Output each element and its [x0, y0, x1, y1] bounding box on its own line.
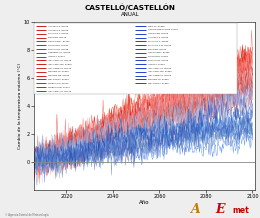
- Text: met: met: [232, 206, 249, 215]
- Text: CASTELLÓ/CASTELLÓN: CASTELLÓ/CASTELLÓN: [84, 3, 176, 11]
- Y-axis label: Cambio de la temperatura máxima (°C): Cambio de la temperatura máxima (°C): [18, 63, 22, 149]
- Text: E: E: [215, 203, 224, 216]
- Text: ANUAL: ANUAL: [121, 12, 139, 17]
- Text: © Agencia Estatal de Meteorología: © Agencia Estatal de Meteorología: [5, 213, 49, 217]
- X-axis label: Año: Año: [139, 200, 149, 205]
- Text: A: A: [191, 203, 201, 216]
